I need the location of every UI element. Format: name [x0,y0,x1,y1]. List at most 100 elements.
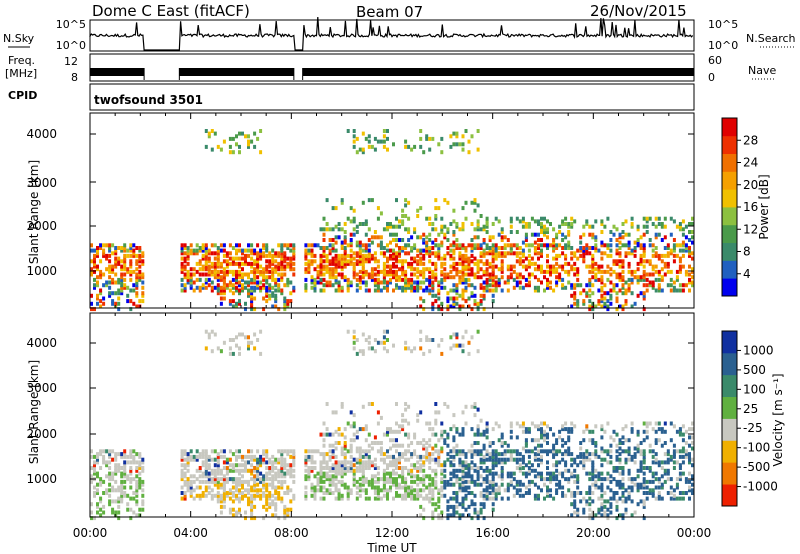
velocity-cell [524,463,528,468]
velocity-cell [355,457,359,462]
power-cell [256,267,260,272]
power-cell [419,269,423,274]
power-cell [259,129,263,133]
power-cell [533,267,537,272]
power-cell [428,147,432,152]
velocity-cell [93,463,96,468]
power-cell [361,272,365,277]
power-cell [123,283,127,288]
power-cell [280,248,284,253]
power-cell [678,259,682,264]
velocity-cell [123,493,127,498]
power-cell [600,277,604,282]
velocity-cell [636,482,640,487]
velocity-cell [506,471,510,476]
power-cell [621,307,625,312]
velocity-cell [579,460,583,465]
velocity-cell [642,491,646,495]
velocity-cell [382,477,386,482]
velocity-cell [96,474,99,479]
power-cell [352,227,356,232]
velocity-cell [422,482,426,487]
velocity-cell [114,471,118,476]
velocity-cell [343,457,347,462]
velocity-cell [527,488,531,493]
power-cell [265,253,269,258]
freq-tick-low: 8 [71,71,78,84]
power-cell [594,248,598,253]
power-cell [422,269,426,274]
power-cell [373,251,377,256]
velocity-cell [395,402,398,406]
power-cell [395,253,398,258]
velocity-cell [189,482,193,487]
power-cell [407,264,411,269]
power-cell [588,288,592,293]
velocity-cell [253,493,257,498]
power-cell [201,267,205,272]
power-cell [546,230,549,234]
power-cell [546,285,549,290]
velocity-cell [651,460,655,465]
power-cell [274,288,278,293]
velocity-cell [621,477,625,482]
velocity-cell [627,496,631,501]
power-cell [491,243,495,248]
velocity-cell [482,446,486,451]
velocity-cell [485,488,489,493]
power-cell [392,224,395,229]
velocity-cell [235,477,238,482]
power-cell [201,248,205,253]
velocity-cell [129,471,133,476]
velocity-cell [392,477,395,482]
velocity-cell [265,449,269,454]
velocity-cell [678,474,682,479]
velocity-cell [588,438,592,443]
velocity-cell [600,496,604,501]
velocity-cell [573,491,577,495]
velocity-cell [141,466,145,470]
velocity-cell [114,513,118,518]
velocity-cell [265,460,269,465]
power-ytick-3000: 3000 [26,176,57,190]
power-cell [482,238,486,242]
velocity-cell [591,429,595,434]
power-cell [533,275,537,280]
power-cell [509,248,513,253]
velocity-cell [274,460,278,465]
power-cell [443,285,447,290]
velocity-cell [334,454,338,459]
velocity-cell [213,474,217,479]
power-cell [422,275,426,280]
power-cell [99,259,103,264]
velocity-cell [431,427,435,432]
power-cell [392,288,395,293]
power-cell [609,272,613,277]
velocity-cell [93,466,96,470]
power-cell [422,272,426,277]
velocity-cell [573,474,577,479]
velocity-cell [373,496,377,501]
power-cell [540,227,543,232]
power-cell [222,243,226,248]
velocity-cell [289,449,293,454]
power-cell [117,291,121,296]
velocity-cell [340,432,344,437]
power-cell [476,243,480,248]
velocity-cell [422,479,426,484]
power-cell [389,277,392,282]
velocity-cell [588,513,592,518]
power-cell [434,227,438,232]
power-cell [108,243,112,248]
velocity-cell [349,460,353,465]
velocity-cell [458,432,462,437]
velocity-cell [570,513,574,518]
power-cell [289,291,293,296]
power-cell [111,299,115,304]
velocity-cell [564,460,568,465]
power-cell [573,219,577,224]
velocity-cell [537,457,540,462]
velocity-cell [546,435,549,440]
power-cell [404,227,408,232]
power-cell [120,285,124,290]
